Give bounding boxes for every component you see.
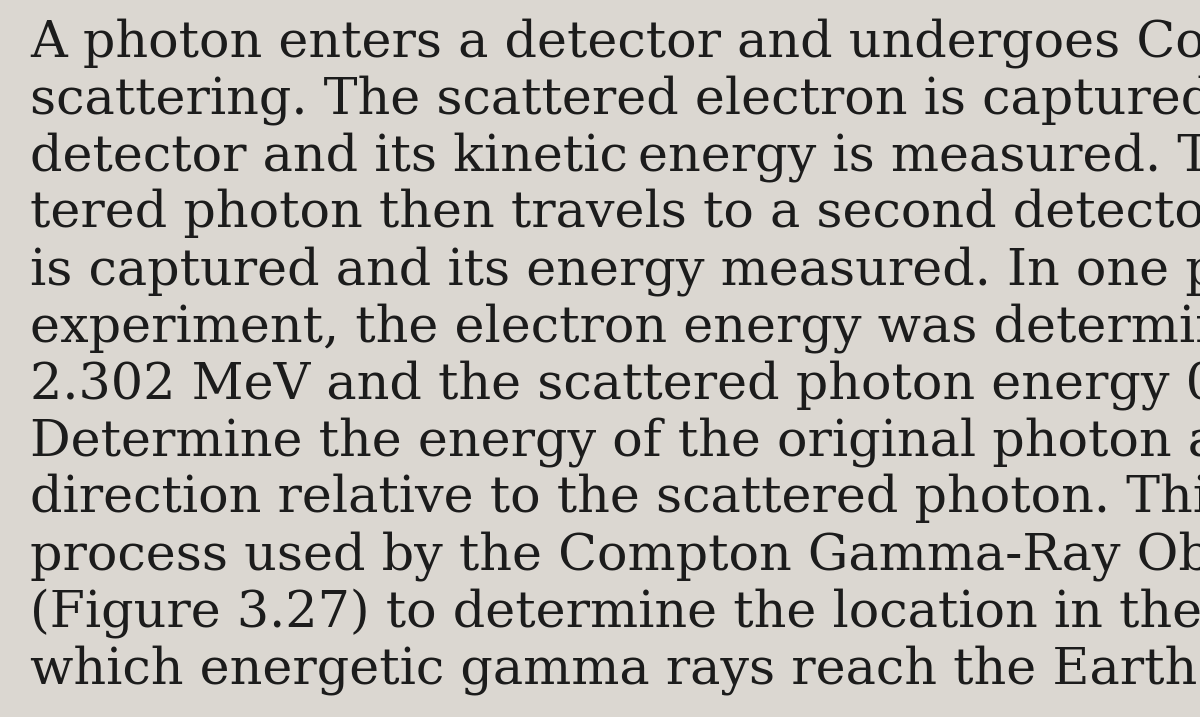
Text: is captured and its energy measured. In one particular: is captured and its energy measured. In … <box>30 246 1200 296</box>
Text: scattering. The scattered electron is captured within the: scattering. The scattered electron is ca… <box>30 75 1200 125</box>
Text: (Figure 3.27) to determine the location in the sky from: (Figure 3.27) to determine the location … <box>30 588 1200 638</box>
Text: detector and its kinetic energy is measured. The scat-: detector and its kinetic energy is measu… <box>30 132 1200 182</box>
Text: direction relative to the scattered photon. This is the: direction relative to the scattered phot… <box>30 474 1200 523</box>
Text: 2.302 MeV and the scattered photon energy 0.239 MeV.: 2.302 MeV and the scattered photon energ… <box>30 360 1200 410</box>
Text: which energetic gamma rays reach the Earth.: which energetic gamma rays reach the Ear… <box>30 645 1200 695</box>
Text: tered photon then travels to a second detector where it: tered photon then travels to a second de… <box>30 189 1200 239</box>
Text: process used by the Compton Gamma-Ray Observatory: process used by the Compton Gamma-Ray Ob… <box>30 531 1200 581</box>
Text: Determine the energy of the original photon and its: Determine the energy of the original pho… <box>30 417 1200 467</box>
Text: experiment, the electron energy was determined to be: experiment, the electron energy was dete… <box>30 303 1200 353</box>
Text: A photon enters a detector and undergoes Compton: A photon enters a detector and undergoes… <box>30 18 1200 68</box>
